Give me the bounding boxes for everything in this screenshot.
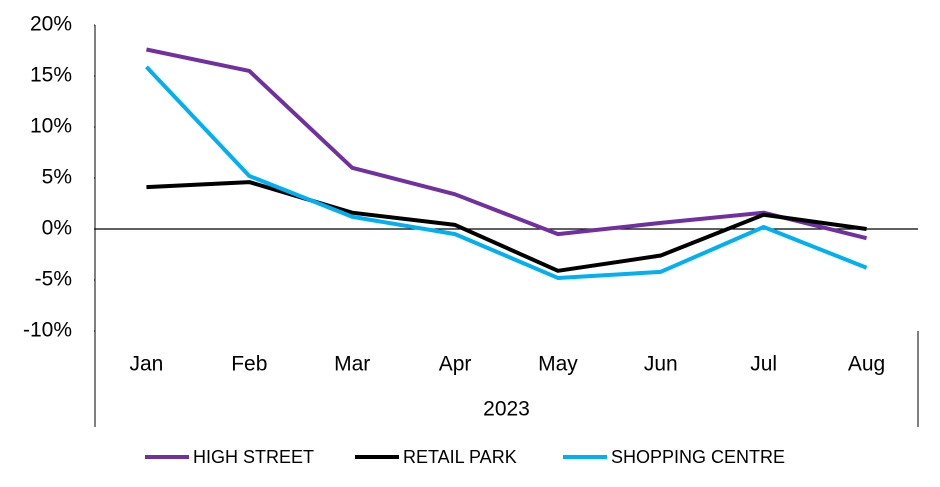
legend-label: RETAIL PARK [403,447,517,467]
x-tick-label: Feb [231,353,267,376]
x-tick-label: Jun [644,353,678,376]
x-tick-label: Aug [848,353,885,376]
y-tick-label: 5% [42,166,72,189]
series-line [146,47,868,241]
y-tick-label: -10% [23,319,72,342]
x-tick-label: Mar [334,353,370,376]
y-tick-label: 20% [30,13,72,36]
y-tick-label: 0% [42,217,72,240]
x-tick-label: May [538,353,578,376]
legend-label: HIGH STREET [193,447,314,467]
series-line [146,180,867,273]
series-line [144,65,868,280]
x-tick-label: Jul [750,353,777,376]
y-tick-label: 10% [30,115,72,138]
y-tick-label: 15% [30,64,72,87]
y-tick-label: -5% [35,268,72,291]
x-tick-label: Apr [439,353,472,376]
category-group-label: 2023 [483,398,530,421]
legend-label: SHOPPING CENTRE [611,447,785,467]
x-tick-label: Jan [130,353,164,376]
